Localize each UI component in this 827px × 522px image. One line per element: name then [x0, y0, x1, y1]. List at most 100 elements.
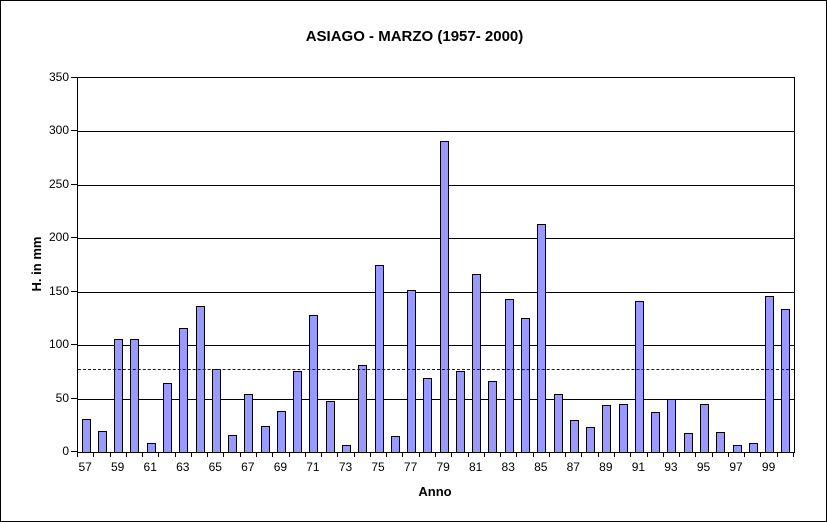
- x-tick: [158, 452, 160, 457]
- x-tick-label: 71: [306, 460, 320, 474]
- bar: [114, 338, 124, 452]
- x-tick: [109, 452, 111, 457]
- x-tick-label: 73: [338, 460, 353, 474]
- bar: [407, 289, 417, 452]
- x-tick: [662, 452, 664, 457]
- x-tick: [256, 452, 257, 457]
- bar: [521, 318, 530, 452]
- x-tick: [304, 452, 306, 457]
- x-tick: [516, 452, 518, 457]
- x-tick: [435, 452, 436, 457]
- bar: [732, 444, 742, 452]
- x-tick: [793, 452, 794, 457]
- bar: [472, 273, 482, 452]
- y-tick: [71, 290, 77, 292]
- bar: [748, 443, 758, 452]
- bar: [716, 431, 726, 452]
- x-tick: [223, 452, 225, 457]
- bar: [700, 403, 709, 452]
- x-tick: [190, 452, 192, 457]
- x-tick: [744, 452, 746, 457]
- x-tick: [646, 452, 648, 457]
- x-tick: [386, 452, 388, 457]
- x-tick-label: 79: [436, 460, 450, 474]
- x-tick: [500, 452, 502, 457]
- y-tick: [71, 237, 77, 239]
- x-tick: [288, 452, 290, 457]
- x-tick-label: 93: [664, 460, 678, 474]
- bar: [211, 368, 221, 452]
- bar: [667, 398, 677, 452]
- y-tick-label: 0: [62, 444, 69, 458]
- x-tick: [597, 452, 599, 457]
- x-tick-label: 91: [631, 460, 646, 474]
- gridline: [78, 398, 794, 400]
- y-tick: [71, 451, 77, 452]
- bar: [553, 394, 563, 452]
- x-tick: [581, 452, 583, 457]
- gridline: [78, 131, 794, 133]
- x-tick-label: 89: [599, 460, 613, 474]
- bar: [683, 432, 693, 452]
- bar: [586, 427, 596, 452]
- x-tick-label: 77: [403, 460, 418, 474]
- x-tick-label: 69: [273, 460, 288, 474]
- bar: [179, 328, 189, 452]
- x-tick: [272, 452, 274, 457]
- x-tick: [142, 452, 144, 457]
- bar: [488, 381, 498, 452]
- bar: [260, 426, 270, 452]
- x-tick: [467, 452, 469, 457]
- x-tick: [483, 452, 485, 457]
- y-tick-label: 200: [48, 230, 69, 245]
- bar: [81, 418, 91, 452]
- x-tick: [77, 452, 78, 457]
- bar: [342, 444, 351, 452]
- bar: [390, 435, 400, 452]
- bar: [569, 419, 579, 452]
- x-tick-label: 59: [110, 460, 125, 474]
- x-tick: [776, 452, 778, 457]
- gridline: [78, 238, 794, 240]
- x-tick-label: 83: [501, 460, 515, 474]
- bar: [130, 338, 140, 452]
- bar: [634, 301, 644, 452]
- y-tick-label: 50: [55, 390, 69, 405]
- x-tick: [711, 452, 713, 457]
- y-tick-label: 300: [48, 123, 69, 138]
- y-tick: [71, 397, 77, 399]
- x-tick-label: 99: [761, 460, 776, 474]
- bar: [374, 265, 384, 452]
- x-tick: [630, 452, 632, 457]
- x-tick-label: 67: [241, 460, 255, 474]
- x-tick: [402, 452, 404, 457]
- x-tick: [548, 452, 550, 457]
- chart-title: ASIAGO - MARZO (1957- 2000): [305, 28, 524, 45]
- bar: [276, 411, 286, 452]
- x-tick: [532, 452, 534, 457]
- x-tick: [369, 452, 371, 457]
- bar: [244, 394, 254, 452]
- y-tick-label: 150: [48, 283, 69, 298]
- bar: [309, 315, 319, 452]
- x-tick: [727, 452, 729, 457]
- gridline: [78, 345, 794, 347]
- bar: [504, 299, 514, 452]
- bar: [651, 412, 661, 452]
- x-tick: [418, 452, 420, 457]
- gridline: [78, 291, 794, 293]
- x-tick-label: 57: [78, 460, 92, 474]
- x-axis-title: Anno: [418, 484, 452, 499]
- x-tick: [337, 452, 339, 457]
- x-tick: [125, 452, 127, 457]
- bar: [228, 434, 238, 452]
- x-tick: [353, 452, 355, 457]
- x-tick-label: 65: [208, 460, 222, 474]
- bar: [781, 308, 791, 452]
- x-tick: [679, 452, 681, 457]
- bar: [163, 382, 172, 452]
- x-tick-label: 95: [696, 460, 711, 474]
- x-tick: [321, 452, 323, 457]
- x-tick: [207, 452, 209, 457]
